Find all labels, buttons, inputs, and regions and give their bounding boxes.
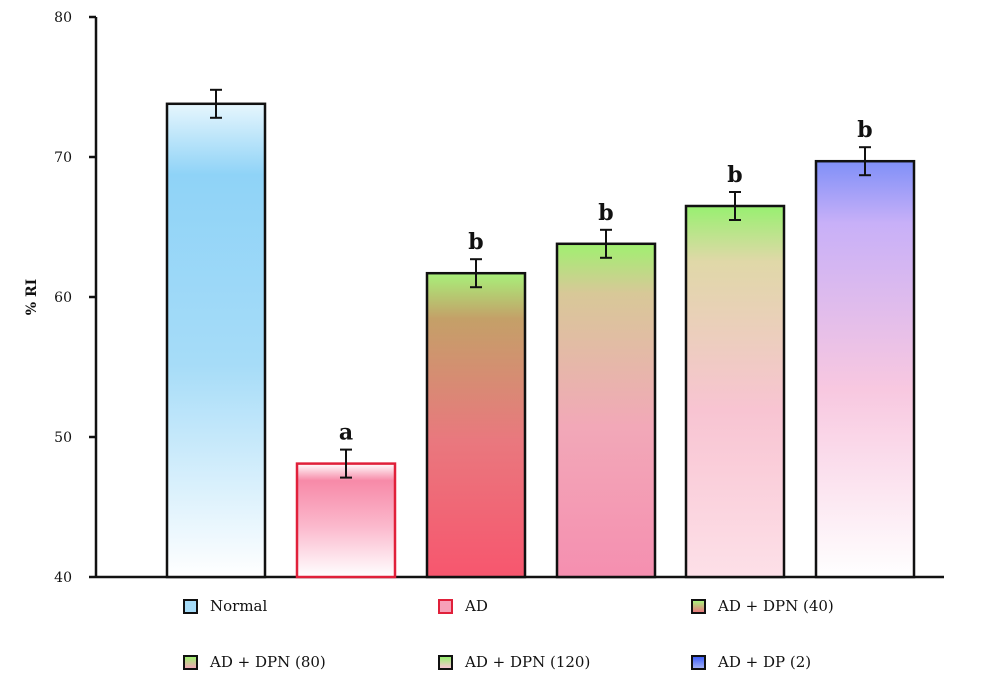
legend-swatch bbox=[183, 654, 198, 670]
bar-4 bbox=[555, 242, 657, 579]
y-tick-label: 40 bbox=[54, 570, 72, 586]
bar-3 bbox=[425, 271, 527, 579]
bar-1 bbox=[165, 102, 267, 579]
legend-label: AD + DP (2) bbox=[718, 653, 812, 671]
legend-item-ad-dpn-80: AD + DPN (80) bbox=[183, 653, 326, 671]
significance-label: a bbox=[339, 420, 353, 446]
significance-label: b bbox=[598, 200, 613, 226]
significance-label: b bbox=[857, 117, 872, 143]
legend-item-normal: Normal bbox=[183, 597, 267, 615]
y-tick-label: 80 bbox=[54, 10, 72, 26]
y-tick-label: 60 bbox=[54, 290, 72, 306]
bar-5 bbox=[684, 204, 786, 579]
legend-swatch bbox=[691, 598, 706, 614]
legend-swatch bbox=[438, 598, 453, 614]
legend-swatch bbox=[691, 654, 706, 670]
legend-label: AD bbox=[465, 597, 488, 615]
bar-6 bbox=[814, 159, 916, 579]
legend-item-ad: AD bbox=[438, 597, 488, 615]
significance-label: b bbox=[727, 162, 742, 188]
significance-label: b bbox=[468, 229, 483, 255]
legend-label: Normal bbox=[210, 597, 268, 615]
bar-2 bbox=[295, 462, 397, 579]
legend-item-ad-dp-2: AD + DP (2) bbox=[691, 653, 811, 671]
legend-item-ad-dpn-40: AD + DPN (40) bbox=[691, 597, 834, 615]
legend-swatch bbox=[183, 598, 198, 614]
legend-label: AD + DPN (40) bbox=[718, 597, 834, 615]
y-axis-label: % RI bbox=[24, 279, 40, 315]
y-tick-label: 50 bbox=[54, 430, 72, 446]
legend-item-ad-dpn-120: AD + DPN (120) bbox=[438, 653, 590, 671]
y-tick-label: 70 bbox=[54, 150, 72, 166]
legend-label: AD + DPN (120) bbox=[465, 653, 591, 671]
legend-label: AD + DPN (80) bbox=[210, 653, 326, 671]
legend-swatch bbox=[438, 654, 453, 670]
